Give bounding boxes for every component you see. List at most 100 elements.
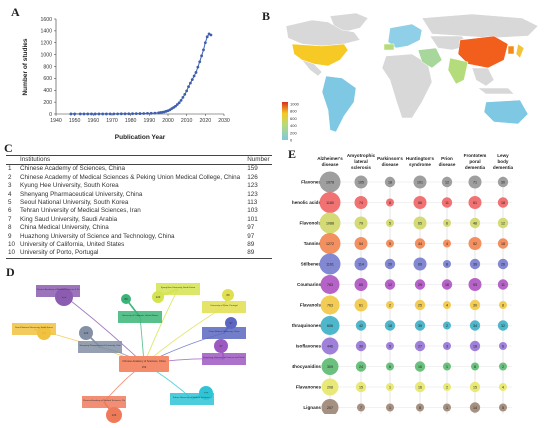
bubble-cell: 44: [414, 238, 426, 249]
y-tick-label: 1600: [40, 17, 52, 23]
column-header-line: Amyotrophic: [347, 153, 376, 158]
column-header-line: Alzheimer's: [317, 156, 343, 161]
bubble: [468, 237, 482, 250]
column-header-line: poral: [469, 159, 480, 164]
table-row: 4 Shenyang Pharmaceutical University, Chi…: [6, 191, 272, 199]
cell-rank: 6: [8, 207, 12, 215]
bubble: [499, 301, 507, 309]
bubble: [441, 197, 453, 208]
cell-rank: 7: [8, 215, 12, 223]
bubble-cell: 1: [386, 383, 394, 391]
network-edge: [143, 288, 179, 365]
cell-institution: Seoul National University, South Korea: [20, 199, 129, 207]
bubble-cell: 61: [468, 196, 482, 209]
data-point: [209, 33, 213, 37]
map-legend-label: 800: [290, 109, 297, 114]
south-america: [321, 75, 357, 133]
bubble-value: 1101: [326, 262, 334, 266]
bubble-cell: 74: [354, 196, 368, 209]
canada: [285, 19, 361, 47]
column-header-line: body: [498, 159, 509, 164]
node-label: Seoul National University, South Korea: [15, 326, 53, 329]
row-label: Anthraquinones: [292, 323, 321, 328]
bubble: [443, 383, 451, 391]
bubble: [319, 212, 341, 234]
bubble-cell: 18: [497, 238, 509, 249]
bubble: [320, 316, 340, 335]
bubble-cell: 4: [443, 239, 451, 248]
y-tick-label: 0: [49, 112, 52, 118]
bubble: [471, 362, 479, 371]
node-label-box: [78, 341, 122, 353]
bubble: [469, 258, 481, 270]
bubble-cell: 105: [354, 175, 368, 189]
bubble-value: 783: [327, 283, 333, 287]
network-node: 89 University of Porto, Portugal: [202, 289, 246, 313]
node-circle: [225, 317, 237, 329]
data-point: [187, 85, 190, 89]
bubble-cell: 6: [386, 362, 394, 371]
bubble-cell: 65: [354, 278, 368, 291]
table-row: 2 Chinese Academy of Medical Sciences & P…: [6, 174, 272, 182]
bubble-value: 44: [418, 242, 422, 246]
bubble-value: 5: [389, 221, 391, 225]
network-node: 113Seoul National University, South Kore…: [12, 323, 56, 340]
bubble-value: 30: [359, 344, 363, 348]
data-point: [97, 112, 101, 116]
bubble-value: 1180: [326, 201, 334, 205]
column-header-line: syndrome: [409, 162, 431, 167]
bubble: [386, 383, 394, 391]
bubble-value: 30: [473, 303, 477, 307]
bubble: [443, 321, 451, 330]
bubble-value: 446: [327, 344, 333, 348]
bubble: [443, 260, 451, 268]
panel-label-d: D: [6, 265, 15, 279]
bubble-cell: 39: [414, 320, 426, 331]
row-label: Flavones: [301, 180, 321, 185]
bubble-value: 15: [473, 385, 477, 389]
node-label: University of California, United States: [122, 314, 159, 317]
bubble-value: 79: [359, 221, 363, 225]
bubble-cell: 93: [468, 278, 482, 291]
row-label: Flavanones: [296, 385, 322, 390]
bubble: [384, 258, 396, 270]
bubble-value: 32: [501, 324, 505, 328]
y-tick-label: 1400: [40, 29, 52, 35]
column-header: Amyotrophic lateral sclerosis: [347, 153, 376, 170]
bubble-value: 11: [501, 283, 505, 287]
bubble-cell: 20: [384, 258, 396, 270]
node-value: 126: [112, 413, 117, 417]
bubble-cell: 1: [443, 362, 451, 371]
bubble-value: 763: [327, 303, 333, 307]
bubble-cell: 15: [469, 381, 481, 393]
cell-institution: Kyung Hee University, South Korea: [20, 182, 119, 190]
bubble-cell: 32: [497, 320, 509, 331]
bubble-cell: 6: [443, 219, 451, 227]
cell-institution: Chinese Academy of Sciences, China: [20, 165, 126, 173]
cell-number: 113: [247, 199, 258, 207]
table-row: 5 Seoul National University, South Korea 1…: [6, 199, 272, 207]
cell-number: 103: [247, 207, 258, 215]
bubble-value: 71: [473, 180, 477, 184]
x-axis-title: Publication Year: [115, 134, 166, 141]
node-label-box: [170, 393, 214, 405]
bubble-value: 8: [389, 201, 391, 205]
bubble-cell: 11: [441, 197, 453, 208]
node-value: 89: [124, 297, 128, 301]
map-legend-label: 1000: [290, 102, 300, 107]
header-number: Number: [247, 156, 270, 163]
bubble-cell: 16: [441, 279, 453, 290]
cell-rank: 9: [8, 232, 12, 240]
node-label: China Medical University, China: [209, 330, 241, 333]
bubble-cell: 2: [386, 301, 394, 309]
node-circle: [214, 339, 228, 353]
cell-number: 126: [247, 173, 258, 181]
bubble-value: 16: [418, 385, 422, 389]
cell-institution: Chinese Academy of Medical Sciences & Pe…: [20, 173, 241, 181]
bubble-value: 8: [419, 406, 421, 410]
bubble-value: 1: [446, 365, 448, 369]
bubble-cell: 30: [355, 340, 367, 352]
node-label: Kyung Hee University, South Korea: [161, 286, 196, 289]
bubble: [320, 275, 340, 294]
bubble: [443, 301, 451, 309]
